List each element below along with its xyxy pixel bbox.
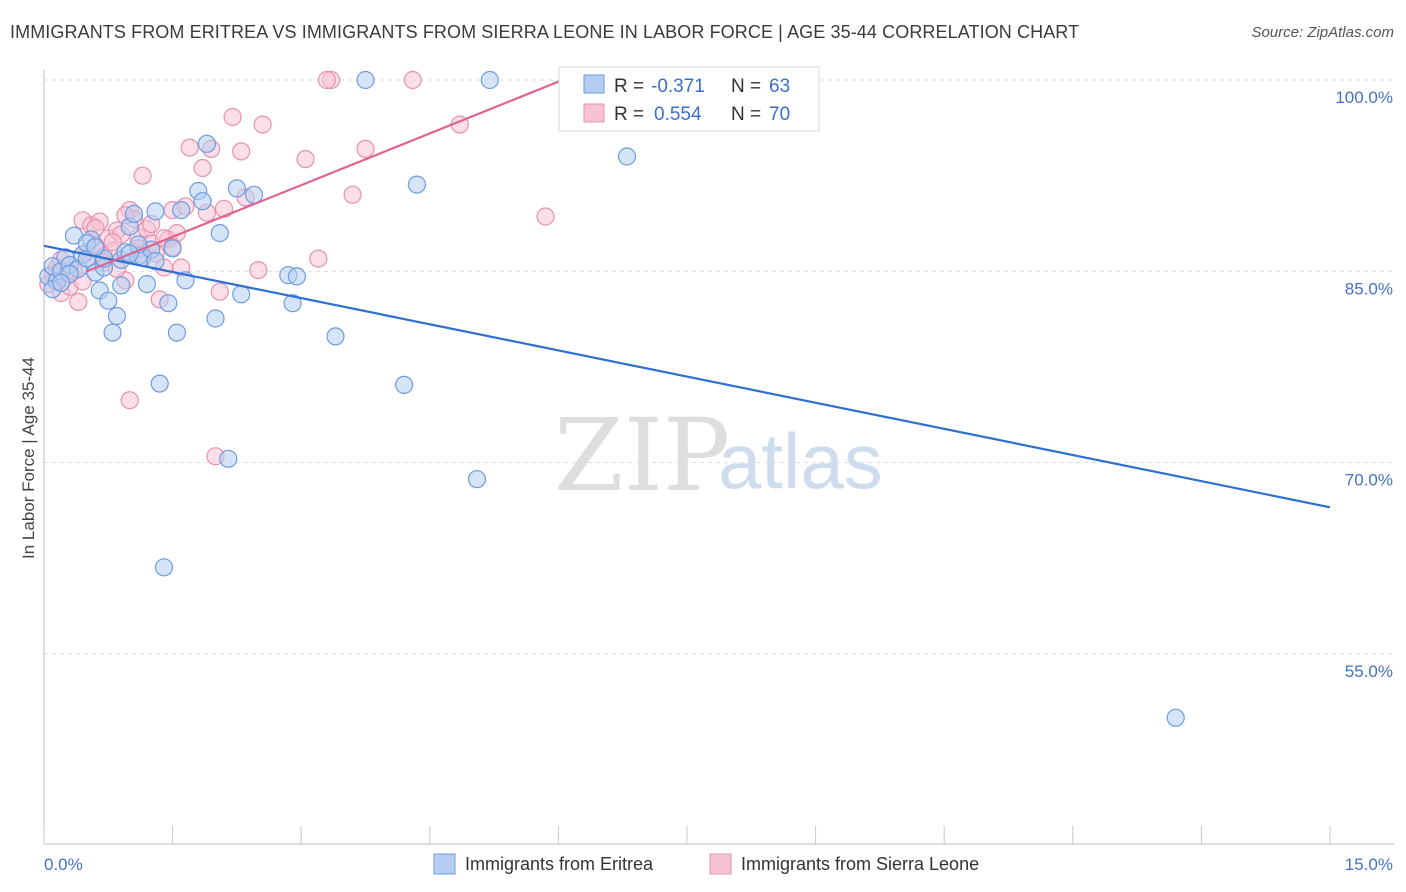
watermark-zip: ZIP — [554, 397, 730, 514]
eritrea-point — [227, 179, 246, 198]
eritrea-point — [172, 201, 191, 220]
eritrea-point — [1166, 708, 1185, 727]
eritrea-point — [283, 294, 302, 313]
trend-line-eritrea — [43, 244, 1331, 509]
sierra-leone-point — [223, 107, 242, 127]
x-tick-label-max: 15.0% — [1345, 855, 1393, 874]
trend-line-sierra-leone — [86, 78, 564, 273]
eritrea-point — [407, 175, 426, 194]
stats-n-label-sierra-leone: N = — [731, 104, 761, 125]
x-tick-labels: 0.0% 15.0% — [44, 855, 1393, 874]
eritrea-point — [150, 374, 169, 393]
stats-r-label-eritrea: R = — [614, 76, 644, 97]
eritrea-point — [480, 70, 499, 90]
stats-swatch-eritrea — [583, 74, 605, 94]
eritrea-point — [467, 470, 487, 489]
eritrea-point — [51, 273, 71, 292]
stats-n-value-eritrea: 63 — [769, 76, 790, 97]
eritrea-point — [86, 238, 105, 257]
eritrea-point — [617, 147, 637, 166]
y-tick-label-85: 85.0% — [1345, 279, 1393, 298]
stats-box: R = -0.371 N = 63 R = 0.554 N = 70 — [558, 66, 820, 132]
source-label: Source: ZipAtlas.com — [1251, 24, 1394, 41]
eritrea-point — [99, 291, 118, 310]
sierra-leone-point — [210, 282, 229, 301]
eritrea-point — [159, 294, 178, 313]
x-tick-label-min: 0.0% — [44, 855, 83, 874]
eritrea-point — [287, 267, 306, 286]
eritrea-point — [232, 285, 251, 304]
series-eritrea-points — [39, 70, 1185, 727]
eritrea-point — [146, 202, 165, 221]
eritrea-point — [193, 192, 212, 211]
stats-r-label-sierra-leone: R = — [614, 104, 644, 125]
sierra-leone-point — [249, 261, 268, 280]
y-tick-label-100: 100.0% — [1335, 88, 1393, 107]
eritrea-point — [163, 239, 182, 258]
stats-n-value-sierra-leone: 70 — [769, 104, 790, 125]
eritrea-point — [219, 449, 238, 468]
legend-label-eritrea: Immigrants from Eritrea — [465, 854, 654, 874]
sierra-leone-point — [69, 292, 88, 311]
sierra-leone-point — [536, 207, 555, 226]
eritrea-point — [124, 204, 144, 223]
stats-r-value-sierra-leone: 0.554 — [654, 104, 702, 125]
sierra-leone-point — [232, 142, 251, 161]
sierra-leone-point — [309, 249, 328, 268]
watermark-atlas: atlas — [718, 417, 883, 505]
y-tick-labels: 55.0% 70.0% 85.0% 100.0% — [1335, 88, 1393, 681]
sierra-leone-point — [193, 158, 212, 178]
eritrea-point — [326, 327, 345, 346]
axes — [43, 70, 1394, 845]
watermark: ZIP atlas — [554, 397, 883, 514]
trend-lines — [43, 78, 1331, 509]
legend-swatch-sierra-leone — [709, 853, 732, 875]
eritrea-point — [154, 558, 174, 577]
eritrea-point — [356, 70, 375, 90]
sierra-leone-point — [133, 166, 152, 185]
eritrea-point — [103, 323, 122, 342]
eritrea-point — [395, 375, 414, 394]
eritrea-point — [206, 309, 225, 328]
stats-swatch-sierra-leone — [583, 103, 605, 123]
stats-r-value-eritrea: -0.371 — [651, 76, 705, 97]
sierra-leone-point — [403, 70, 422, 90]
eritrea-point — [210, 224, 229, 243]
sierra-leone-point — [253, 115, 272, 134]
eritrea-point — [137, 275, 156, 294]
legend-swatch-eritrea — [433, 853, 456, 875]
sierra-leone-point — [356, 139, 375, 158]
x-ticks — [43, 826, 1331, 844]
eritrea-point — [197, 134, 216, 153]
legend-label-sierra-leone: Immigrants from Sierra Leone — [741, 854, 979, 874]
eritrea-point — [167, 323, 186, 342]
y-tick-label-70: 70.0% — [1345, 471, 1393, 490]
chart-title: IMMIGRANTS FROM ERITREA VS IMMIGRANTS FR… — [10, 22, 1080, 42]
y-tick-label-55: 55.0% — [1345, 662, 1393, 681]
sierra-leone-point — [103, 232, 122, 252]
y-axis-title: In Labor Force | Age 35-44 — [19, 357, 38, 559]
eritrea-point — [112, 276, 131, 295]
eritrea-point — [107, 306, 127, 326]
sierra-leone-point — [120, 391, 139, 410]
gridlines — [44, 79, 1394, 655]
sierra-leone-point — [296, 150, 315, 169]
legend: Immigrants from Eritrea Immigrants from … — [433, 853, 979, 875]
sierra-leone-point — [180, 138, 199, 157]
sierra-leone-point — [317, 70, 336, 90]
sierra-leone-point — [343, 185, 362, 204]
stats-n-label-eritrea: N = — [731, 76, 761, 97]
